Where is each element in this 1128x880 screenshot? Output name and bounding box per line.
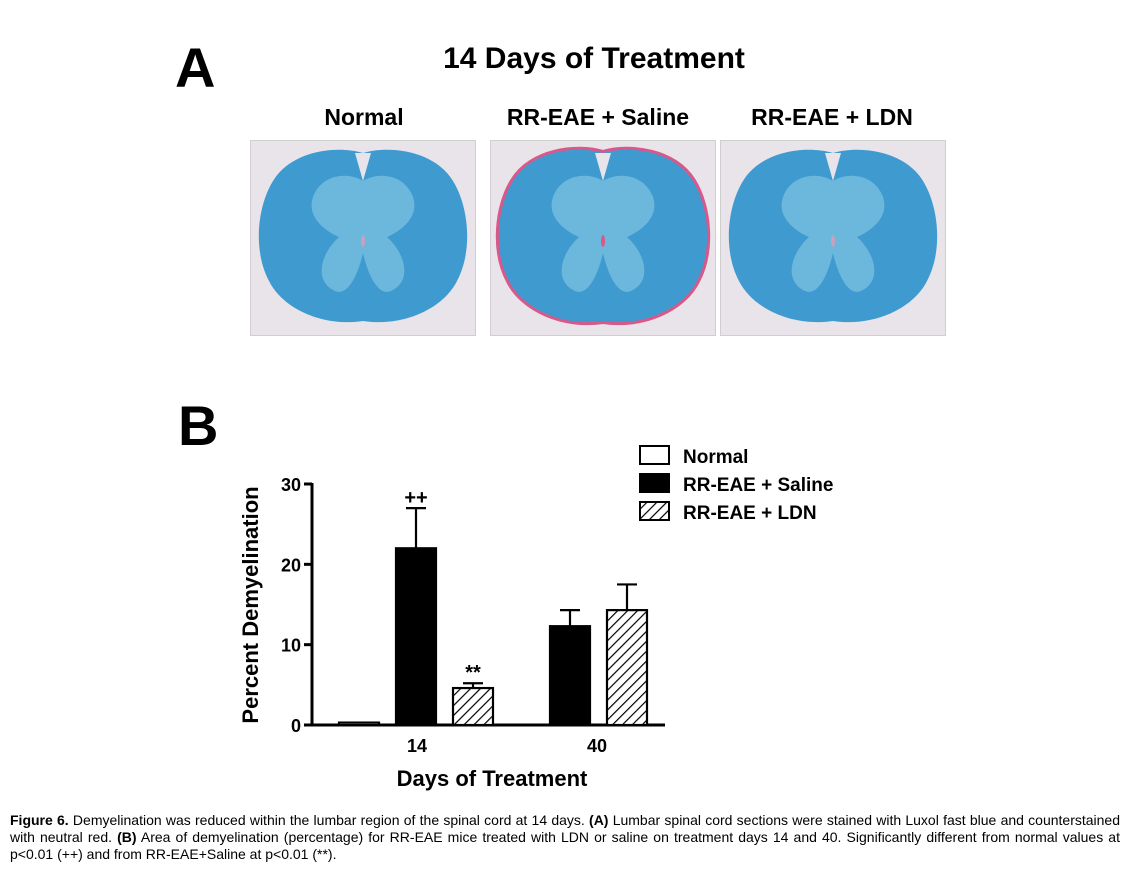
caption-b-label: (B) bbox=[117, 829, 137, 845]
y-tick-label: 0 bbox=[291, 716, 301, 736]
legend-swatch bbox=[639, 501, 670, 521]
legend-label: RR-EAE + Saline bbox=[683, 475, 833, 496]
panel-b-letter: B bbox=[178, 394, 219, 457]
legend-label: Normal bbox=[683, 447, 748, 468]
significance-annotation: ++ bbox=[404, 487, 427, 509]
significance-annotation: ** bbox=[465, 662, 481, 684]
bar-rr-eae-saline-14 bbox=[394, 547, 438, 727]
x-tick-label: 40 bbox=[587, 736, 607, 756]
image-label-normal: Normal bbox=[324, 104, 404, 130]
caption-label: Figure 6. bbox=[10, 812, 69, 828]
caption-text-3: Area of demyelination (percentage) for R… bbox=[10, 829, 1120, 862]
x-tick-label: 14 bbox=[407, 736, 427, 756]
legend-swatch bbox=[639, 445, 670, 465]
legend-label: RR-EAE + LDN bbox=[683, 503, 817, 524]
image-label-ldn: RR-EAE + LDN bbox=[751, 104, 913, 130]
y-axis-label: Percent Demyelination bbox=[238, 486, 263, 723]
x-axis-label: Days of Treatment bbox=[397, 766, 588, 791]
micrograph-normal bbox=[250, 140, 476, 336]
y-tick-label: 30 bbox=[281, 475, 301, 495]
legend-swatch bbox=[639, 473, 670, 493]
caption-a-label: (A) bbox=[589, 812, 609, 828]
micrograph-saline bbox=[490, 140, 716, 336]
bar-rr-eae-ldn-14 bbox=[451, 686, 495, 727]
image-label-saline: RR-EAE + Saline bbox=[506, 104, 690, 130]
caption-text-1: Demyelination was reduced within the lum… bbox=[68, 812, 590, 828]
micrograph-ldn bbox=[720, 140, 946, 336]
panel-a-letter: A bbox=[175, 36, 216, 99]
y-tick-label: 10 bbox=[281, 636, 301, 656]
figure-caption: Figure 6. Demyelination was reduced with… bbox=[10, 812, 1120, 863]
y-tick-label: 20 bbox=[281, 555, 301, 575]
panel-a-title: 14 Days of Treatment bbox=[443, 42, 745, 75]
bar-normal-14 bbox=[337, 721, 381, 727]
caption-text-2: Lumbar spinal cord sections were stained… bbox=[10, 812, 1120, 845]
bar-rr-eae-ldn-40 bbox=[605, 609, 649, 727]
bar-chart: 0 10 20 30 14 40 ++ ** Days of Treatment Percent … bbox=[238, 445, 833, 791]
bar-rr-eae-saline-40 bbox=[548, 625, 592, 727]
